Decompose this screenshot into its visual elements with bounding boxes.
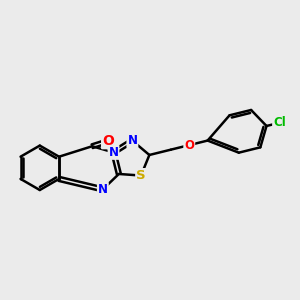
Text: Cl: Cl [273,116,286,129]
Text: N: N [109,146,118,159]
Text: S: S [136,169,146,182]
Text: O: O [102,134,114,148]
Text: O: O [184,139,194,152]
Text: N: N [98,183,108,196]
Text: N: N [128,134,137,147]
